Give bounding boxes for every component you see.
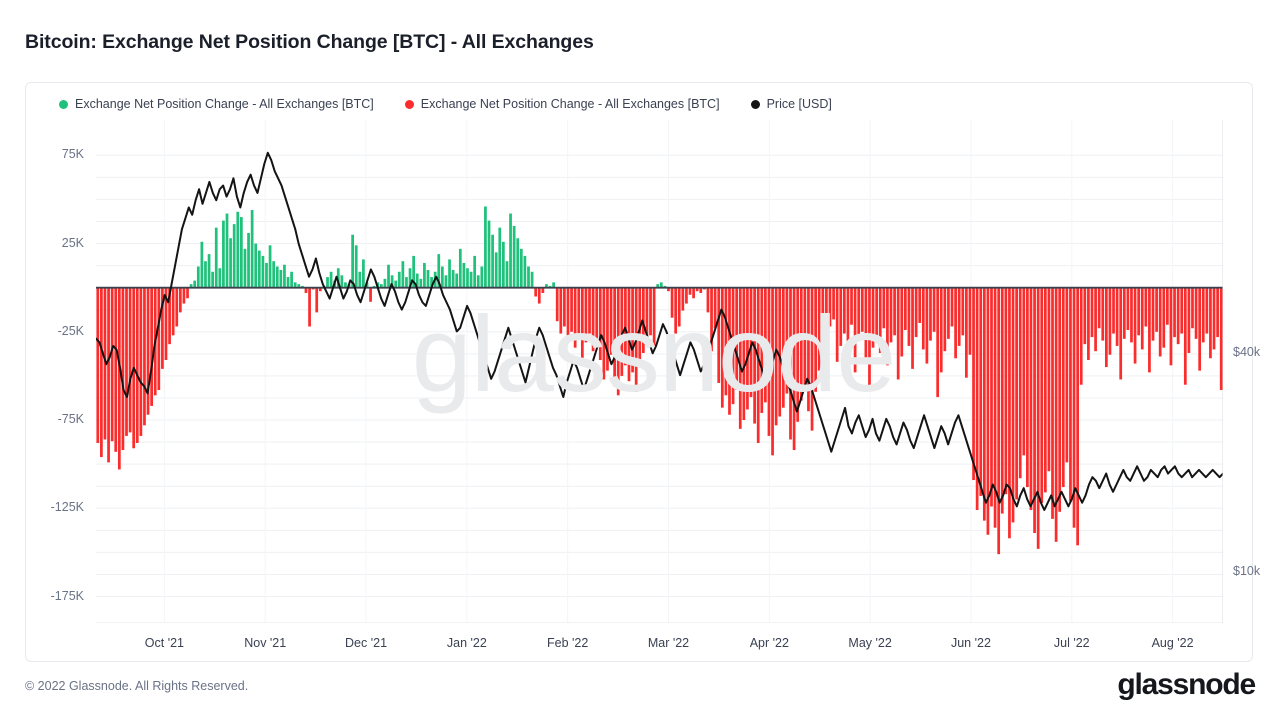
legend-item-net-position-positive[interactable]: Exchange Net Position Change - All Excha…: [59, 97, 374, 111]
circle-icon: [59, 99, 68, 109]
x-tick-label: Oct '21: [144, 636, 185, 650]
plot-area: glassnode: [96, 120, 1223, 623]
y-tick-label: -175K: [50, 588, 84, 603]
legend-item-price[interactable]: Price [USD]: [750, 97, 832, 111]
y2-tick-label: $10k: [1233, 563, 1261, 578]
x-tick-label: Jan '22: [446, 636, 487, 650]
page-title: Bitcoin: Exchange Net Position Change [B…: [25, 31, 594, 53]
x-tick-label: Mar '22: [647, 636, 690, 650]
y-tick-label: 25K: [61, 235, 84, 250]
x-tick-label: Apr '22: [749, 636, 789, 650]
x-tick-label: Dec '21: [345, 636, 388, 650]
x-tick-label: Aug '22: [1151, 636, 1194, 650]
chart-legend: Exchange Net Position Change - All Excha…: [59, 97, 832, 111]
copyright-text: © 2022 Glassnode. All Rights Reserved.: [25, 679, 249, 693]
legend-item-net-position-negative[interactable]: Exchange Net Position Change - All Excha…: [404, 97, 720, 111]
y2-tick-label: $40k: [1233, 345, 1261, 360]
legend-label: Exchange Net Position Change - All Excha…: [75, 97, 374, 111]
bar-series: [96, 206, 1223, 555]
x-tick-label: Jul '22: [1053, 636, 1090, 650]
legend-label: Exchange Net Position Change - All Excha…: [420, 97, 720, 111]
circle-icon: [750, 99, 760, 109]
x-tick-label: Nov '21: [244, 636, 287, 650]
x-tick-label: May '22: [848, 636, 892, 650]
chart-svg: [96, 120, 1223, 623]
x-tick-label: Feb '22: [547, 636, 589, 650]
price-line: [96, 151, 1223, 512]
legend-label: Price [USD]: [766, 97, 832, 111]
y-tick-label: -125K: [50, 500, 84, 515]
y-tick-label: 75K: [61, 147, 84, 162]
chart-card: Exchange Net Position Change - All Excha…: [25, 82, 1260, 662]
y-tick-label: -75K: [57, 412, 84, 427]
x-tick-label: Jun '22: [950, 636, 991, 650]
glassnode-logo: glassnode: [1117, 668, 1256, 701]
circle-icon: [404, 99, 414, 109]
y-tick-label: -25K: [57, 323, 84, 338]
